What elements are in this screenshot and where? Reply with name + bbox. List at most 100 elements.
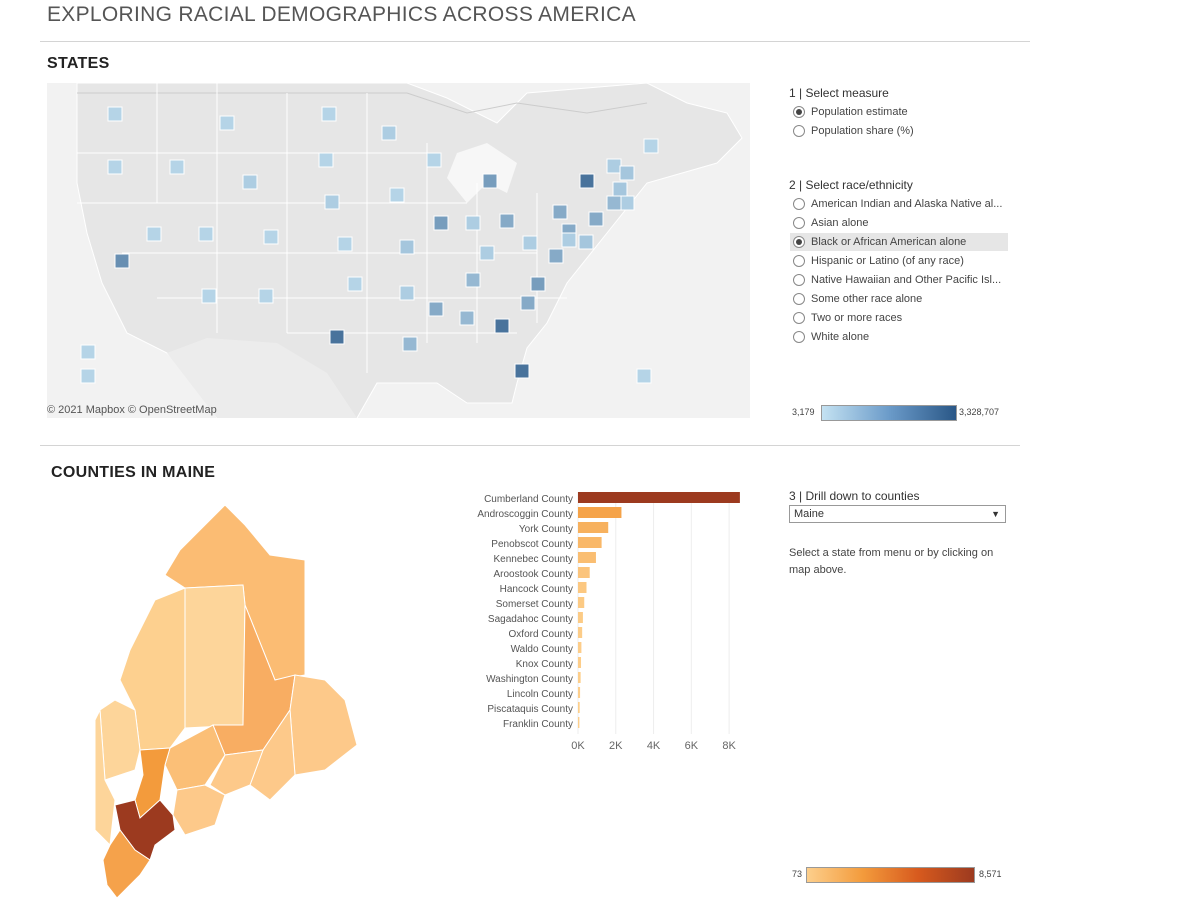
race-option-two-or-more[interactable]: Two or more races — [790, 309, 1008, 327]
county-label: York County — [519, 524, 573, 535]
state-mark[interactable] — [263, 229, 279, 245]
state-mark[interactable] — [258, 288, 274, 304]
race-option-american-indian[interactable]: American Indian and Alaska Native al... — [790, 195, 1008, 213]
state-mark[interactable] — [636, 368, 652, 384]
radio-icon[interactable] — [793, 274, 805, 286]
drill-control-title: 3 | Drill down to counties — [789, 489, 920, 503]
x-tick-label: 6K — [685, 740, 699, 752]
state-mark[interactable] — [399, 285, 415, 301]
state-mark[interactable] — [619, 195, 635, 211]
county-label: Knox County — [516, 659, 573, 670]
state-mark[interactable] — [522, 235, 538, 251]
race-option-black[interactable]: Black or African American alone — [790, 233, 1008, 251]
state-mark[interactable] — [399, 239, 415, 255]
state-mark[interactable] — [479, 245, 495, 261]
state-mark[interactable] — [465, 215, 481, 231]
state-mark[interactable] — [201, 288, 217, 304]
state-mark[interactable] — [329, 329, 345, 345]
county-washington — [289, 674, 358, 776]
measure-option-population-share[interactable]: Population share (%) — [790, 122, 1008, 140]
header-divider — [40, 41, 1030, 42]
state-mark[interactable] — [114, 253, 130, 269]
county-bar — [578, 672, 581, 683]
radio-icon[interactable] — [793, 198, 805, 210]
county-piscataquis — [184, 584, 246, 729]
state-mark[interactable] — [107, 106, 123, 122]
state-mark[interactable] — [80, 368, 96, 384]
state-mark[interactable] — [318, 152, 334, 168]
maine-county-map[interactable] — [94, 500, 365, 899]
state-mark[interactable] — [548, 248, 564, 264]
state-mark[interactable] — [612, 181, 628, 197]
race-option-native-hawaiian[interactable]: Native Hawaiian and Other Pacific Isl... — [790, 271, 1008, 289]
state-mark[interactable] — [514, 363, 530, 379]
state-mark[interactable] — [219, 115, 235, 131]
state-mark[interactable] — [606, 195, 622, 211]
state-mark[interactable] — [579, 173, 595, 189]
state-mark[interactable] — [530, 276, 546, 292]
measure-option-population-estimate[interactable]: Population estimate — [790, 103, 1008, 121]
state-mark[interactable] — [552, 204, 568, 220]
race-option-some-other[interactable]: Some other race alone — [790, 290, 1008, 308]
county-label: Kennebec County — [493, 554, 573, 565]
state-mark[interactable] — [107, 159, 123, 175]
state-mark[interactable] — [643, 138, 659, 154]
state-mark[interactable] — [578, 234, 594, 250]
race-option-hispanic[interactable]: Hispanic or Latino (of any race) — [790, 252, 1008, 270]
chevron-down-icon[interactable]: ▼ — [991, 509, 1000, 519]
state-mark[interactable] — [389, 187, 405, 203]
state-mark[interactable] — [499, 213, 515, 229]
state-mark[interactable] — [619, 165, 635, 181]
state-mark[interactable] — [428, 301, 444, 317]
state-mark[interactable] — [561, 232, 577, 248]
state-mark[interactable] — [402, 336, 418, 352]
race-option-white[interactable]: White alone — [790, 328, 1008, 346]
state-mark[interactable] — [347, 276, 363, 292]
county-franklin — [99, 699, 141, 781]
state-mark[interactable] — [588, 211, 604, 227]
state-mark[interactable] — [324, 194, 340, 210]
state-mark[interactable] — [321, 106, 337, 122]
state-mark[interactable] — [426, 152, 442, 168]
state-dropdown[interactable]: Maine ▼ — [789, 505, 1006, 523]
section-divider — [40, 445, 1020, 446]
race-option-asian[interactable]: Asian alone — [790, 214, 1008, 232]
state-mark[interactable] — [433, 215, 449, 231]
state-mark[interactable] — [459, 310, 475, 326]
state-mark[interactable] — [169, 159, 185, 175]
county-label: Hancock County — [500, 584, 573, 595]
radio-selected-icon[interactable] — [793, 106, 805, 118]
counties-legend-max: 8,571 — [979, 869, 1002, 879]
county-bar — [578, 522, 609, 533]
state-mark[interactable] — [242, 174, 258, 190]
state-mark[interactable] — [146, 226, 162, 242]
state-mark[interactable] — [337, 236, 353, 252]
state-mark[interactable] — [198, 226, 214, 242]
county-bar — [578, 567, 590, 578]
state-mark[interactable] — [520, 295, 536, 311]
measure-option-label: Population estimate — [811, 106, 908, 118]
state-mark[interactable] — [465, 272, 481, 288]
radio-icon[interactable] — [793, 293, 805, 305]
drill-helper-text: Select a state from menu or by clicking … — [789, 547, 994, 576]
radio-selected-icon[interactable] — [793, 236, 805, 248]
great-lakes — [447, 143, 517, 203]
radio-icon[interactable] — [793, 312, 805, 324]
state-mark[interactable] — [606, 158, 622, 174]
map-attribution[interactable]: © 2021 Mapbox © OpenStreetMap — [47, 404, 217, 416]
counties-section-title: COUNTIES IN MAINE — [51, 464, 216, 481]
radio-icon[interactable] — [793, 331, 805, 343]
radio-icon[interactable] — [793, 125, 805, 137]
county-bar-chart: 0K 2K 4K 6K 8K Cumberland County Androscoggin … — [440, 488, 760, 758]
county-bar — [578, 717, 580, 728]
county-bar — [578, 702, 580, 713]
county-label: Piscataquis County — [487, 704, 573, 715]
x-tick-label: 4K — [647, 740, 661, 752]
state-mark[interactable] — [494, 318, 510, 334]
radio-icon[interactable] — [793, 255, 805, 267]
radio-icon[interactable] — [793, 217, 805, 229]
state-mark[interactable] — [80, 344, 96, 360]
state-mark[interactable] — [482, 173, 498, 189]
us-states-map[interactable] — [47, 83, 750, 418]
state-mark[interactable] — [381, 125, 397, 141]
